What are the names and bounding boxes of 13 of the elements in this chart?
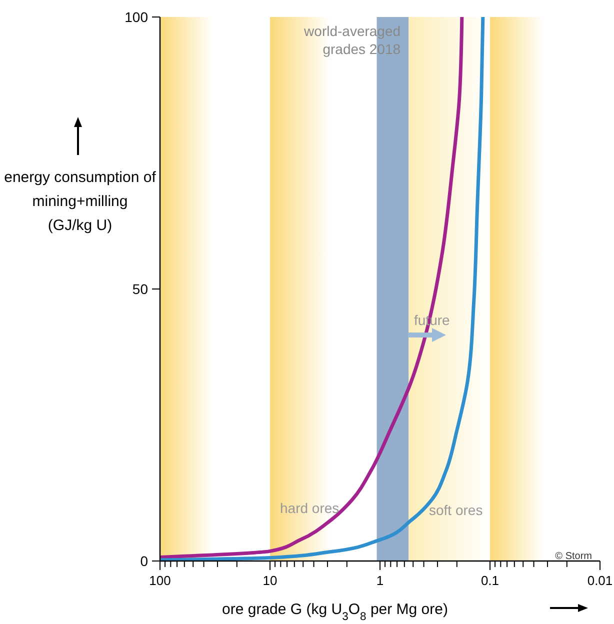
- annotation: hard ores: [280, 500, 340, 516]
- x-tick-label: 0.1: [480, 573, 500, 588]
- x-tick-label: 100: [149, 573, 171, 588]
- annotation: © Storm: [555, 551, 592, 562]
- y-axis-title: energy consumption of mining+milling (GJ/kg U): [4, 169, 157, 234]
- y-tick-label: 50: [132, 281, 148, 297]
- x-axis-title: ore grade G (kg U$_{3}$O$_{8}$ per Mg ore): [222, 601, 448, 623]
- x-tick-label: 1: [376, 573, 384, 588]
- x-tick-label: 10: [262, 573, 278, 588]
- y-tick-label: 0: [140, 553, 148, 569]
- annotation: soft ores: [429, 502, 483, 518]
- y-tick-label: 100: [124, 9, 148, 25]
- x-tick-label: 0.01: [587, 573, 613, 588]
